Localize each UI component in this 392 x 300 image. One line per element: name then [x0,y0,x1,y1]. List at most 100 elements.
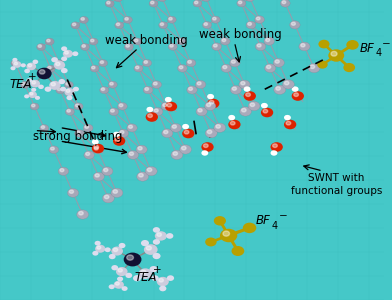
Circle shape [113,136,125,146]
Circle shape [13,61,22,68]
Circle shape [263,109,268,113]
Circle shape [144,244,158,255]
Circle shape [291,22,296,25]
Circle shape [136,145,147,154]
Circle shape [61,46,67,51]
Circle shape [89,38,98,45]
Circle shape [248,101,260,111]
Circle shape [248,22,251,26]
Circle shape [49,81,61,90]
Circle shape [183,125,186,127]
Circle shape [138,268,152,279]
Text: weak bonding: weak bonding [199,28,281,41]
Circle shape [138,147,142,150]
Circle shape [149,266,158,272]
Circle shape [207,94,214,99]
Circle shape [237,0,246,7]
Circle shape [94,145,99,149]
Circle shape [189,87,192,90]
Circle shape [55,60,64,67]
Circle shape [241,108,246,112]
Circle shape [103,168,108,172]
Circle shape [166,98,169,100]
Circle shape [243,223,256,233]
Circle shape [120,130,124,134]
Circle shape [267,65,271,69]
Circle shape [157,277,169,286]
Circle shape [100,61,103,64]
Circle shape [124,44,133,50]
Circle shape [109,284,115,289]
Circle shape [180,145,191,154]
Circle shape [186,59,196,67]
Circle shape [80,16,89,23]
Circle shape [58,79,65,84]
Circle shape [107,1,110,4]
Circle shape [133,38,142,45]
Circle shape [182,129,194,138]
Circle shape [238,1,242,4]
Circle shape [166,233,173,239]
Circle shape [197,82,201,85]
Circle shape [66,82,69,85]
Circle shape [181,146,186,150]
Circle shape [11,60,20,67]
Circle shape [22,82,25,85]
Circle shape [109,108,119,116]
Circle shape [201,0,211,2]
Circle shape [61,56,67,61]
Circle shape [187,86,197,94]
Circle shape [244,86,250,92]
Circle shape [272,151,274,153]
Circle shape [266,38,270,42]
Circle shape [294,93,298,97]
Circle shape [39,70,45,74]
Circle shape [310,65,315,68]
Circle shape [97,246,101,249]
Circle shape [275,60,279,63]
Circle shape [63,50,73,58]
Circle shape [162,129,173,138]
Circle shape [56,87,65,94]
Circle shape [317,60,328,69]
Circle shape [134,39,138,42]
Circle shape [30,103,39,110]
Circle shape [184,130,189,134]
Circle shape [72,51,78,56]
Circle shape [147,168,152,172]
Text: +: + [27,71,36,82]
Circle shape [13,61,16,64]
Circle shape [91,39,94,42]
Circle shape [264,37,274,45]
Circle shape [280,0,290,7]
Circle shape [228,115,235,120]
Circle shape [203,22,212,28]
Circle shape [35,96,40,100]
Circle shape [65,51,68,54]
Circle shape [212,43,221,50]
Circle shape [198,109,202,112]
Circle shape [111,265,118,270]
Circle shape [81,18,84,20]
Circle shape [74,130,84,137]
Circle shape [125,273,132,278]
Circle shape [85,125,89,128]
Circle shape [48,66,51,69]
Circle shape [152,108,163,116]
Circle shape [58,167,69,176]
Circle shape [232,87,236,90]
Circle shape [139,173,143,177]
Circle shape [114,281,124,289]
Text: weak bonding: weak bonding [105,34,187,47]
Circle shape [149,0,158,7]
Circle shape [148,114,152,118]
Circle shape [165,97,172,102]
Circle shape [73,87,79,92]
Circle shape [118,103,127,110]
Circle shape [102,167,113,176]
Circle shape [346,40,359,50]
Circle shape [118,129,129,137]
Circle shape [47,39,50,42]
Circle shape [241,82,245,85]
Text: TEA: TEA [135,271,157,284]
